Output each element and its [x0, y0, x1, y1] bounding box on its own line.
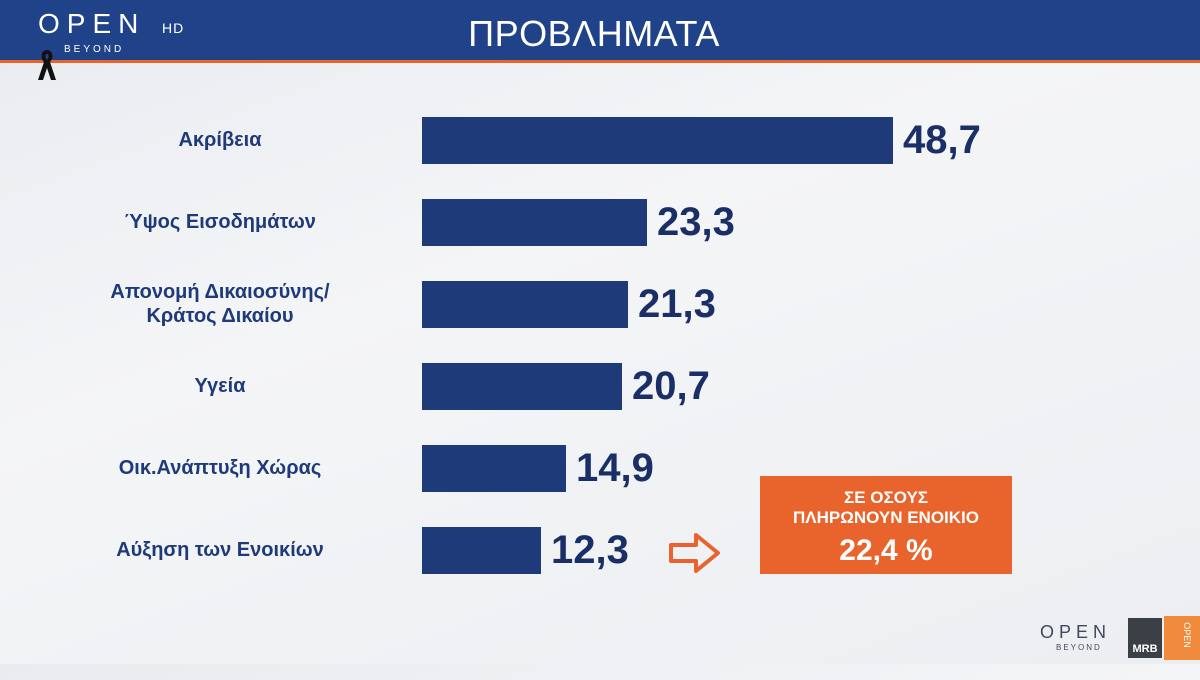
- value-label: 14,9: [576, 446, 654, 490]
- callout-value: 22,4 %: [839, 534, 933, 567]
- category-label: Ακρίβεια: [178, 129, 262, 151]
- bar: [422, 445, 566, 492]
- value-label: 12,3: [551, 528, 629, 572]
- mourning-ribbon-icon: [38, 50, 56, 80]
- category-label: Οικ.Ανάπτυξη Χώρας: [118, 457, 322, 479]
- channel-logo: OPEN: [38, 8, 146, 39]
- header-bar: OPEN HD BEYOND ΠΡΟΒΛΗΜΑΤΑ: [0, 0, 1200, 63]
- open-corner-logo: OPEN: [1164, 616, 1200, 660]
- bar: [422, 527, 541, 574]
- channel-logo-hd: HD: [162, 20, 185, 36]
- bar: [422, 363, 622, 410]
- arrow-right-icon: [669, 533, 720, 573]
- callout-line1: ΣΕ ΟΣΟΥΣ: [844, 488, 928, 507]
- callout-line2: ΠΛΗΡΩΝΟΥΝ ΕΝΟΙΚΙΟ: [792, 508, 979, 527]
- mrb-logo: MRB: [1128, 618, 1162, 658]
- channel-logo-sub: BEYOND: [64, 44, 125, 55]
- bar: [422, 199, 647, 246]
- value-label: 48,7: [903, 118, 981, 162]
- value-label: 20,7: [632, 364, 710, 408]
- category-label: Υγεία: [194, 375, 246, 397]
- watermark-beyond: BEYOND: [1056, 643, 1102, 652]
- value-label: 21,3: [638, 282, 716, 326]
- bar: [422, 281, 628, 328]
- bar: [422, 117, 893, 164]
- rent-callout-box: ΣΕ ΟΣΟΥΣ ΠΛΗΡΩΝΟΥΝ ΕΝΟΙΚΙΟ 22,4 %: [760, 476, 1012, 574]
- category-label: Απονομή Δικαιοσύνης/ Κράτος Δικαίου: [110, 281, 330, 327]
- chart-title: ΠΡΟΒΛΗΜΑΤΑ: [468, 13, 720, 54]
- category-label: Αύξηση των Ενοικίων: [116, 539, 324, 561]
- value-label: 23,3: [657, 200, 735, 244]
- category-label: Ύψος Εισοδημάτων: [124, 211, 316, 233]
- watermark-open-logo: OPEN: [1040, 622, 1112, 642]
